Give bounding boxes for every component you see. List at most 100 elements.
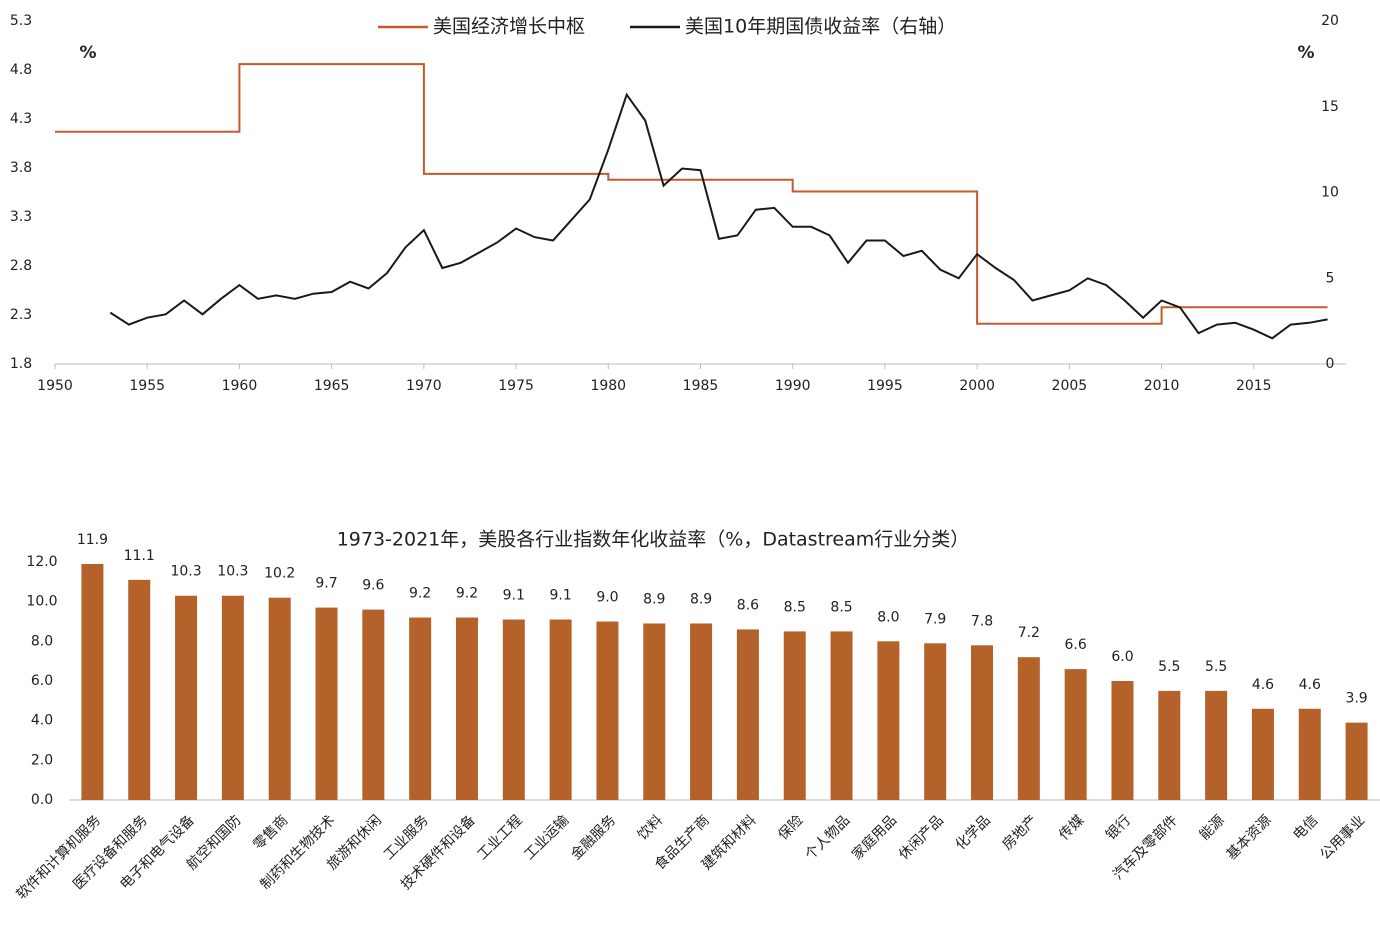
x-tick-label: 电信	[1290, 812, 1321, 843]
data-label: 10.3	[217, 564, 248, 580]
y2-tick-label: 20	[1321, 13, 1339, 29]
x-tick-label: 工业运输	[521, 812, 572, 863]
data-label: 8.5	[784, 599, 806, 615]
data-label: 6.0	[1111, 649, 1133, 665]
bar	[502, 619, 525, 800]
x-tick-label: 基本资源	[1223, 812, 1275, 864]
y-tick-label: 5.3	[10, 13, 32, 29]
bar	[268, 597, 291, 800]
chart-title: 1973-2021年，美股各行业指数年化收益率（%，Datastream行业分类…	[337, 529, 970, 551]
y-tick-label: 3.8	[10, 160, 32, 176]
x-tick-label: 1955	[129, 378, 165, 394]
data-label: 6.6	[1065, 637, 1087, 653]
data-label: 9.1	[503, 588, 525, 604]
bar	[830, 631, 853, 800]
x-tick-label: 零售商	[250, 812, 291, 853]
y-tick-label: 2.8	[10, 258, 32, 274]
data-label: 11.9	[77, 532, 108, 548]
bar	[81, 563, 104, 800]
y-tick-label: 2.0	[31, 752, 53, 768]
data-label: 10.3	[170, 564, 201, 580]
y2-axis-label: %	[1297, 43, 1314, 63]
data-label: 9.6	[362, 578, 384, 594]
x-tick-label: 传媒	[1056, 812, 1087, 843]
bar	[1064, 669, 1087, 800]
y-axis-label: %	[79, 43, 96, 63]
bar	[971, 645, 994, 800]
bar	[1251, 708, 1274, 800]
y-tick-label: 1.8	[10, 356, 32, 372]
y-tick-label: 4.8	[10, 62, 32, 78]
y-tick-label: 4.0	[31, 713, 53, 729]
x-tick-label: 银行	[1103, 812, 1134, 843]
y-tick-label: 10.0	[26, 594, 57, 610]
bar	[643, 623, 666, 800]
x-tick-label: 软件和计算机服务	[14, 812, 105, 903]
x-tick-label: 1950	[37, 378, 73, 394]
data-label: 8.6	[737, 597, 759, 613]
bar	[128, 579, 151, 800]
bar	[1205, 690, 1228, 800]
bar	[924, 643, 947, 800]
x-tick-label: 工业工程	[475, 812, 526, 863]
y-tick-label: 2.3	[10, 307, 32, 323]
y2-tick-label: 5	[1326, 270, 1335, 286]
data-label: 5.5	[1158, 659, 1180, 675]
series-line	[109, 92, 1328, 340]
series-line	[55, 63, 1328, 325]
x-tick-label: 1975	[498, 378, 534, 394]
x-tick-label: 1980	[590, 378, 626, 394]
data-label: 9.7	[315, 576, 337, 592]
bar	[596, 621, 619, 800]
bar	[409, 617, 432, 800]
x-tick-label: 化学品	[953, 812, 994, 853]
data-label: 3.9	[1345, 691, 1367, 707]
y2-tick-label: 10	[1321, 185, 1339, 201]
bar	[315, 607, 338, 800]
data-label: 9.2	[409, 586, 431, 602]
y-tick-label: 8.0	[31, 633, 53, 649]
x-tick-label: 1985	[683, 378, 719, 394]
x-tick-label: 能源	[1197, 812, 1228, 843]
bar	[690, 623, 713, 800]
data-label: 9.0	[596, 590, 618, 606]
data-label: 9.2	[456, 586, 478, 602]
x-tick-label: 个人物品	[802, 812, 853, 863]
data-label: 8.0	[877, 609, 899, 625]
bar	[362, 609, 385, 800]
data-label: 8.9	[643, 591, 665, 607]
bar	[783, 631, 806, 800]
bar	[549, 619, 572, 800]
bar	[1345, 722, 1368, 800]
data-label: 5.5	[1205, 659, 1227, 675]
data-label: 4.6	[1252, 677, 1274, 693]
x-tick-label: 1965	[314, 378, 350, 394]
data-label: 10.2	[264, 566, 295, 582]
x-tick-label: 1960	[222, 378, 258, 394]
x-tick-label: 2015	[1236, 378, 1272, 394]
data-label: 7.8	[971, 613, 993, 629]
bar	[1158, 690, 1181, 800]
data-label: 8.5	[830, 599, 852, 615]
x-tick-label: 家庭用品	[848, 812, 900, 864]
data-label: 7.9	[924, 611, 946, 627]
bar	[175, 595, 198, 800]
data-label: 11.1	[124, 548, 155, 564]
bar	[877, 641, 900, 800]
x-tick-label: 饮料	[635, 812, 666, 843]
legend-label: 美国经济增长中枢	[433, 16, 585, 38]
y-tick-label: 12.0	[26, 554, 57, 570]
legend-label: 美国10年期国债收益率（右轴）	[685, 16, 956, 38]
y-tick-label: 6.0	[31, 673, 53, 689]
x-tick-label: 1970	[406, 378, 442, 394]
x-tick-label: 公用事业	[1317, 812, 1368, 863]
y-tick-label: 4.3	[10, 111, 32, 127]
x-tick-label: 休闲产品	[896, 812, 947, 863]
x-tick-label: 1990	[775, 378, 811, 394]
data-label: 7.2	[1018, 625, 1040, 641]
x-tick-label: 金融服务	[568, 812, 619, 863]
bar	[1111, 681, 1134, 800]
y2-tick-label: 0	[1326, 356, 1335, 372]
data-label: 8.9	[690, 591, 712, 607]
